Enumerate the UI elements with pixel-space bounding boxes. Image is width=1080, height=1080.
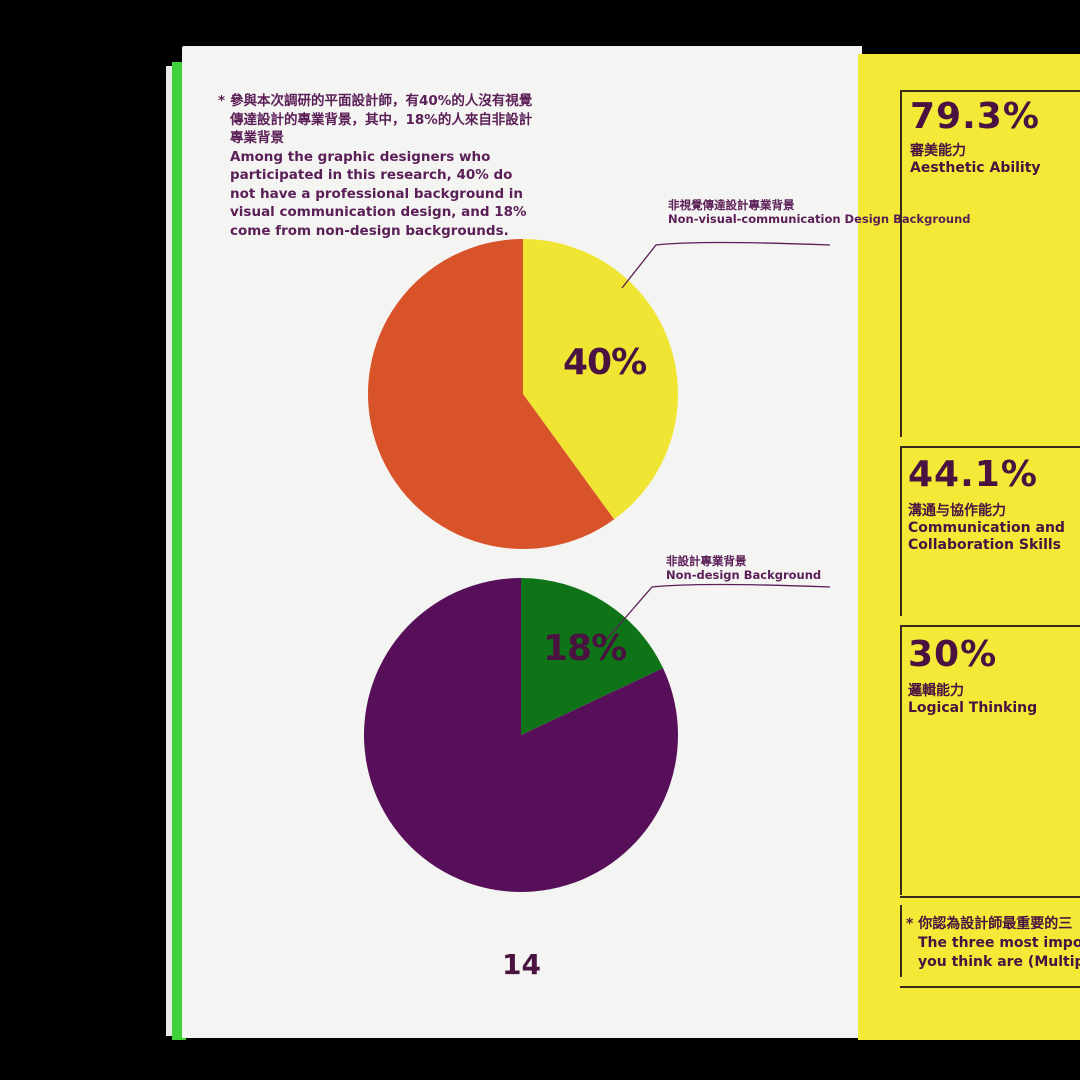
stat-en: Logical Thinking bbox=[908, 700, 1038, 716]
stat-value: 79.3% bbox=[910, 96, 1040, 137]
note-en: Among the graphic designers who particip… bbox=[230, 148, 527, 239]
right-page bbox=[858, 54, 1080, 1040]
asterisk: * bbox=[218, 93, 226, 109]
footnote-en-1: The three most import bbox=[918, 935, 1080, 951]
stat-aesthetic: 79.3% 審美能力 Aesthetic Ability bbox=[910, 96, 1041, 177]
pie1-slice-2 bbox=[367, 239, 615, 550]
stat-zh: 邏輯能力 bbox=[908, 683, 964, 699]
divider bbox=[900, 625, 1080, 627]
pie2-slice-2 bbox=[364, 578, 679, 892]
stat-en: Communication and Collaboration Skills bbox=[908, 520, 1065, 553]
pie1-label-zh: 非視覺傳達設計專業背景 bbox=[668, 198, 795, 212]
pie-chart-2 bbox=[364, 578, 679, 892]
divider bbox=[900, 92, 902, 437]
pie1-label-en: Non-visual-communication Design Backgrou… bbox=[668, 212, 971, 226]
stat-value: 30% bbox=[908, 634, 998, 675]
divider bbox=[900, 896, 1080, 898]
stat-logical: 30% 邏輯能力 Logical Thinking bbox=[908, 634, 1037, 717]
pie2-label-zh: 非設計專業背景 bbox=[666, 554, 747, 568]
callout-line-2 bbox=[605, 583, 831, 641]
divider bbox=[900, 90, 1080, 92]
stat-zh: 審美能力 bbox=[910, 143, 966, 159]
footnote-en-2: you think are (Multiple bbox=[918, 954, 1080, 970]
note-zh: 參與本次調研的平面設計師，有40%的人沒有視覺傳達設計的專業背景，其中，18%的… bbox=[230, 93, 533, 146]
intro-note: * 參與本次調研的平面設計師，有40%的人沒有視覺傳達設計的專業背景，其中，18… bbox=[218, 92, 538, 240]
stat-zh: 溝通与協作能力 bbox=[908, 503, 1006, 519]
pie1-label: 非視覺傳達設計專業背景 Non-visual-communication Des… bbox=[668, 198, 971, 226]
pie1-data-label: 40% bbox=[563, 342, 647, 383]
footnote: * 你認為設計師最重要的三 The three most import you … bbox=[906, 915, 1080, 972]
stat-communication: 44.1% 溝通与協作能力 Communication and Collabor… bbox=[908, 454, 1068, 554]
footnote-zh: 你認為設計師最重要的三 bbox=[918, 916, 1073, 932]
divider bbox=[900, 627, 902, 895]
pie-chart-1 bbox=[367, 239, 678, 550]
stat-en: Aesthetic Ability bbox=[910, 160, 1041, 176]
divider bbox=[900, 446, 1080, 448]
pie1-slice-1 bbox=[523, 239, 678, 520]
divider bbox=[900, 986, 1080, 988]
divider bbox=[900, 905, 902, 977]
pie2-slice-1 bbox=[521, 578, 664, 735]
page-number: 14 bbox=[502, 948, 541, 981]
asterisk: * bbox=[906, 916, 919, 932]
pie2-label: 非設計專業背景 Non-design Background bbox=[666, 554, 821, 582]
pie2-data-label: 18% bbox=[543, 628, 627, 669]
pie2-label-en: Non-design Background bbox=[666, 568, 822, 582]
callout-line-1 bbox=[621, 241, 831, 289]
divider bbox=[900, 448, 902, 616]
stat-value: 44.1% bbox=[908, 454, 1038, 495]
